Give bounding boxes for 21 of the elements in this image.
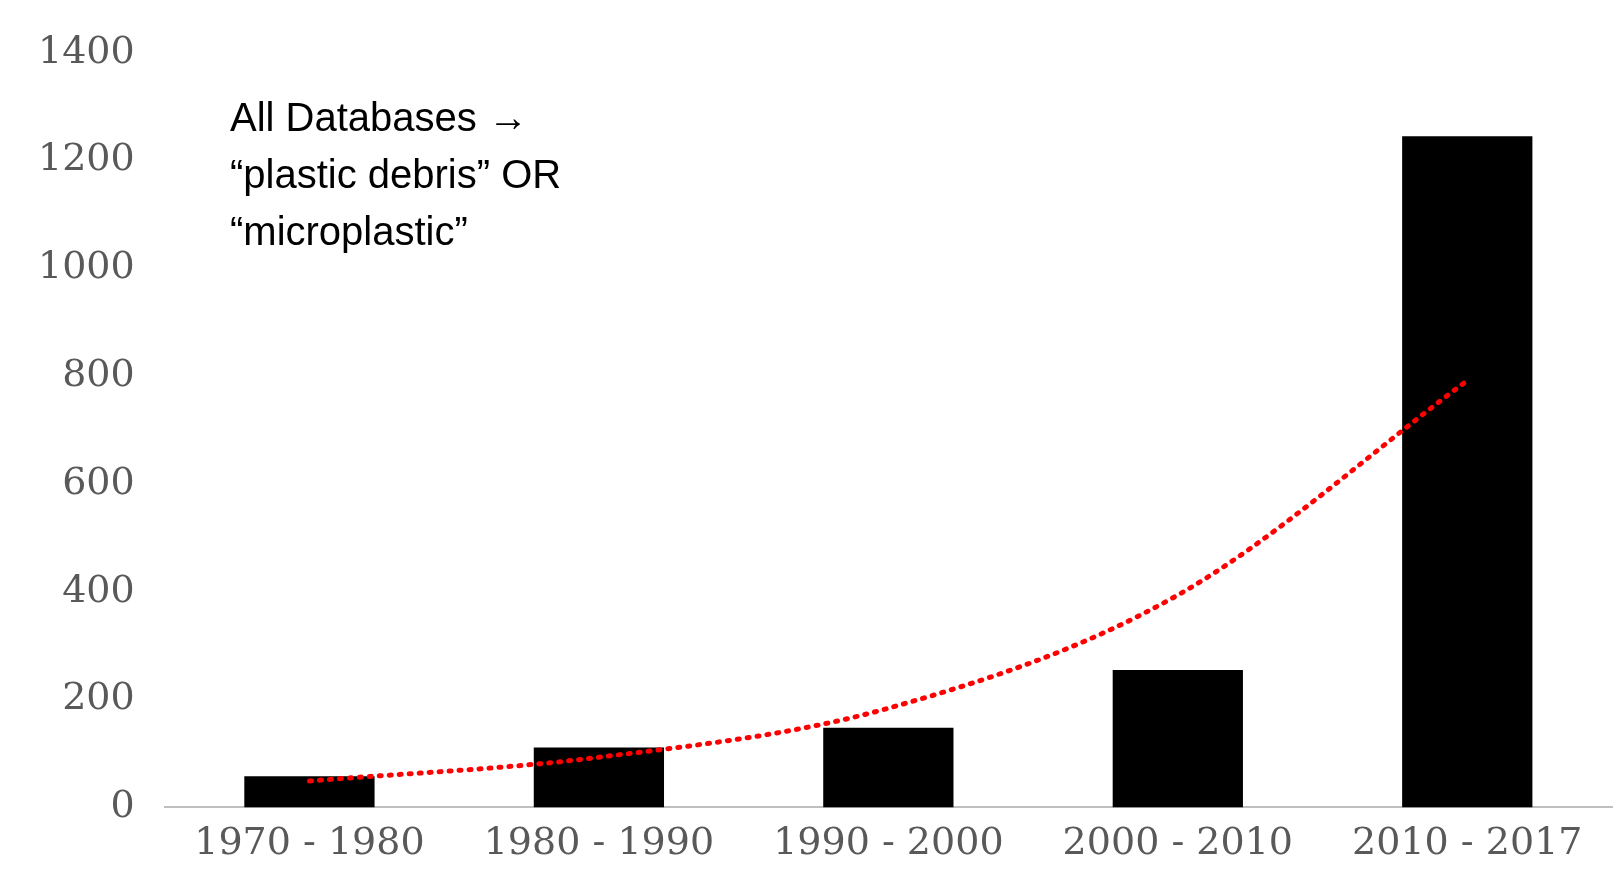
annotation: “plastic debris” OR: [230, 152, 562, 197]
y-tick-label: 1400: [37, 27, 135, 72]
x-tick-label: 1990 - 2000: [773, 819, 1004, 864]
y-tick-label: 800: [62, 351, 135, 396]
bar: [533, 747, 665, 808]
y-tick-label: 400: [62, 566, 135, 611]
x-tick-label: 1970 - 1980: [194, 819, 425, 864]
bar: [244, 776, 375, 808]
y-tick-label: 0: [110, 782, 135, 827]
bar: [823, 727, 954, 808]
y-tick-label: 600: [62, 458, 135, 503]
bar: [1402, 136, 1533, 808]
bar: [1112, 669, 1243, 808]
y-tick-label: 200: [62, 674, 135, 719]
annotation: All Databases →: [230, 95, 528, 140]
y-tick-label: 1200: [37, 135, 135, 180]
x-tick-label: 1980 - 1990: [483, 819, 715, 864]
x-tick-label: 2000 - 2010: [1062, 819, 1294, 864]
annotation: “microplastic”: [230, 209, 468, 254]
x-tick-label: 2010 - 2017: [1352, 819, 1583, 864]
y-tick-label: 1000: [37, 243, 135, 288]
